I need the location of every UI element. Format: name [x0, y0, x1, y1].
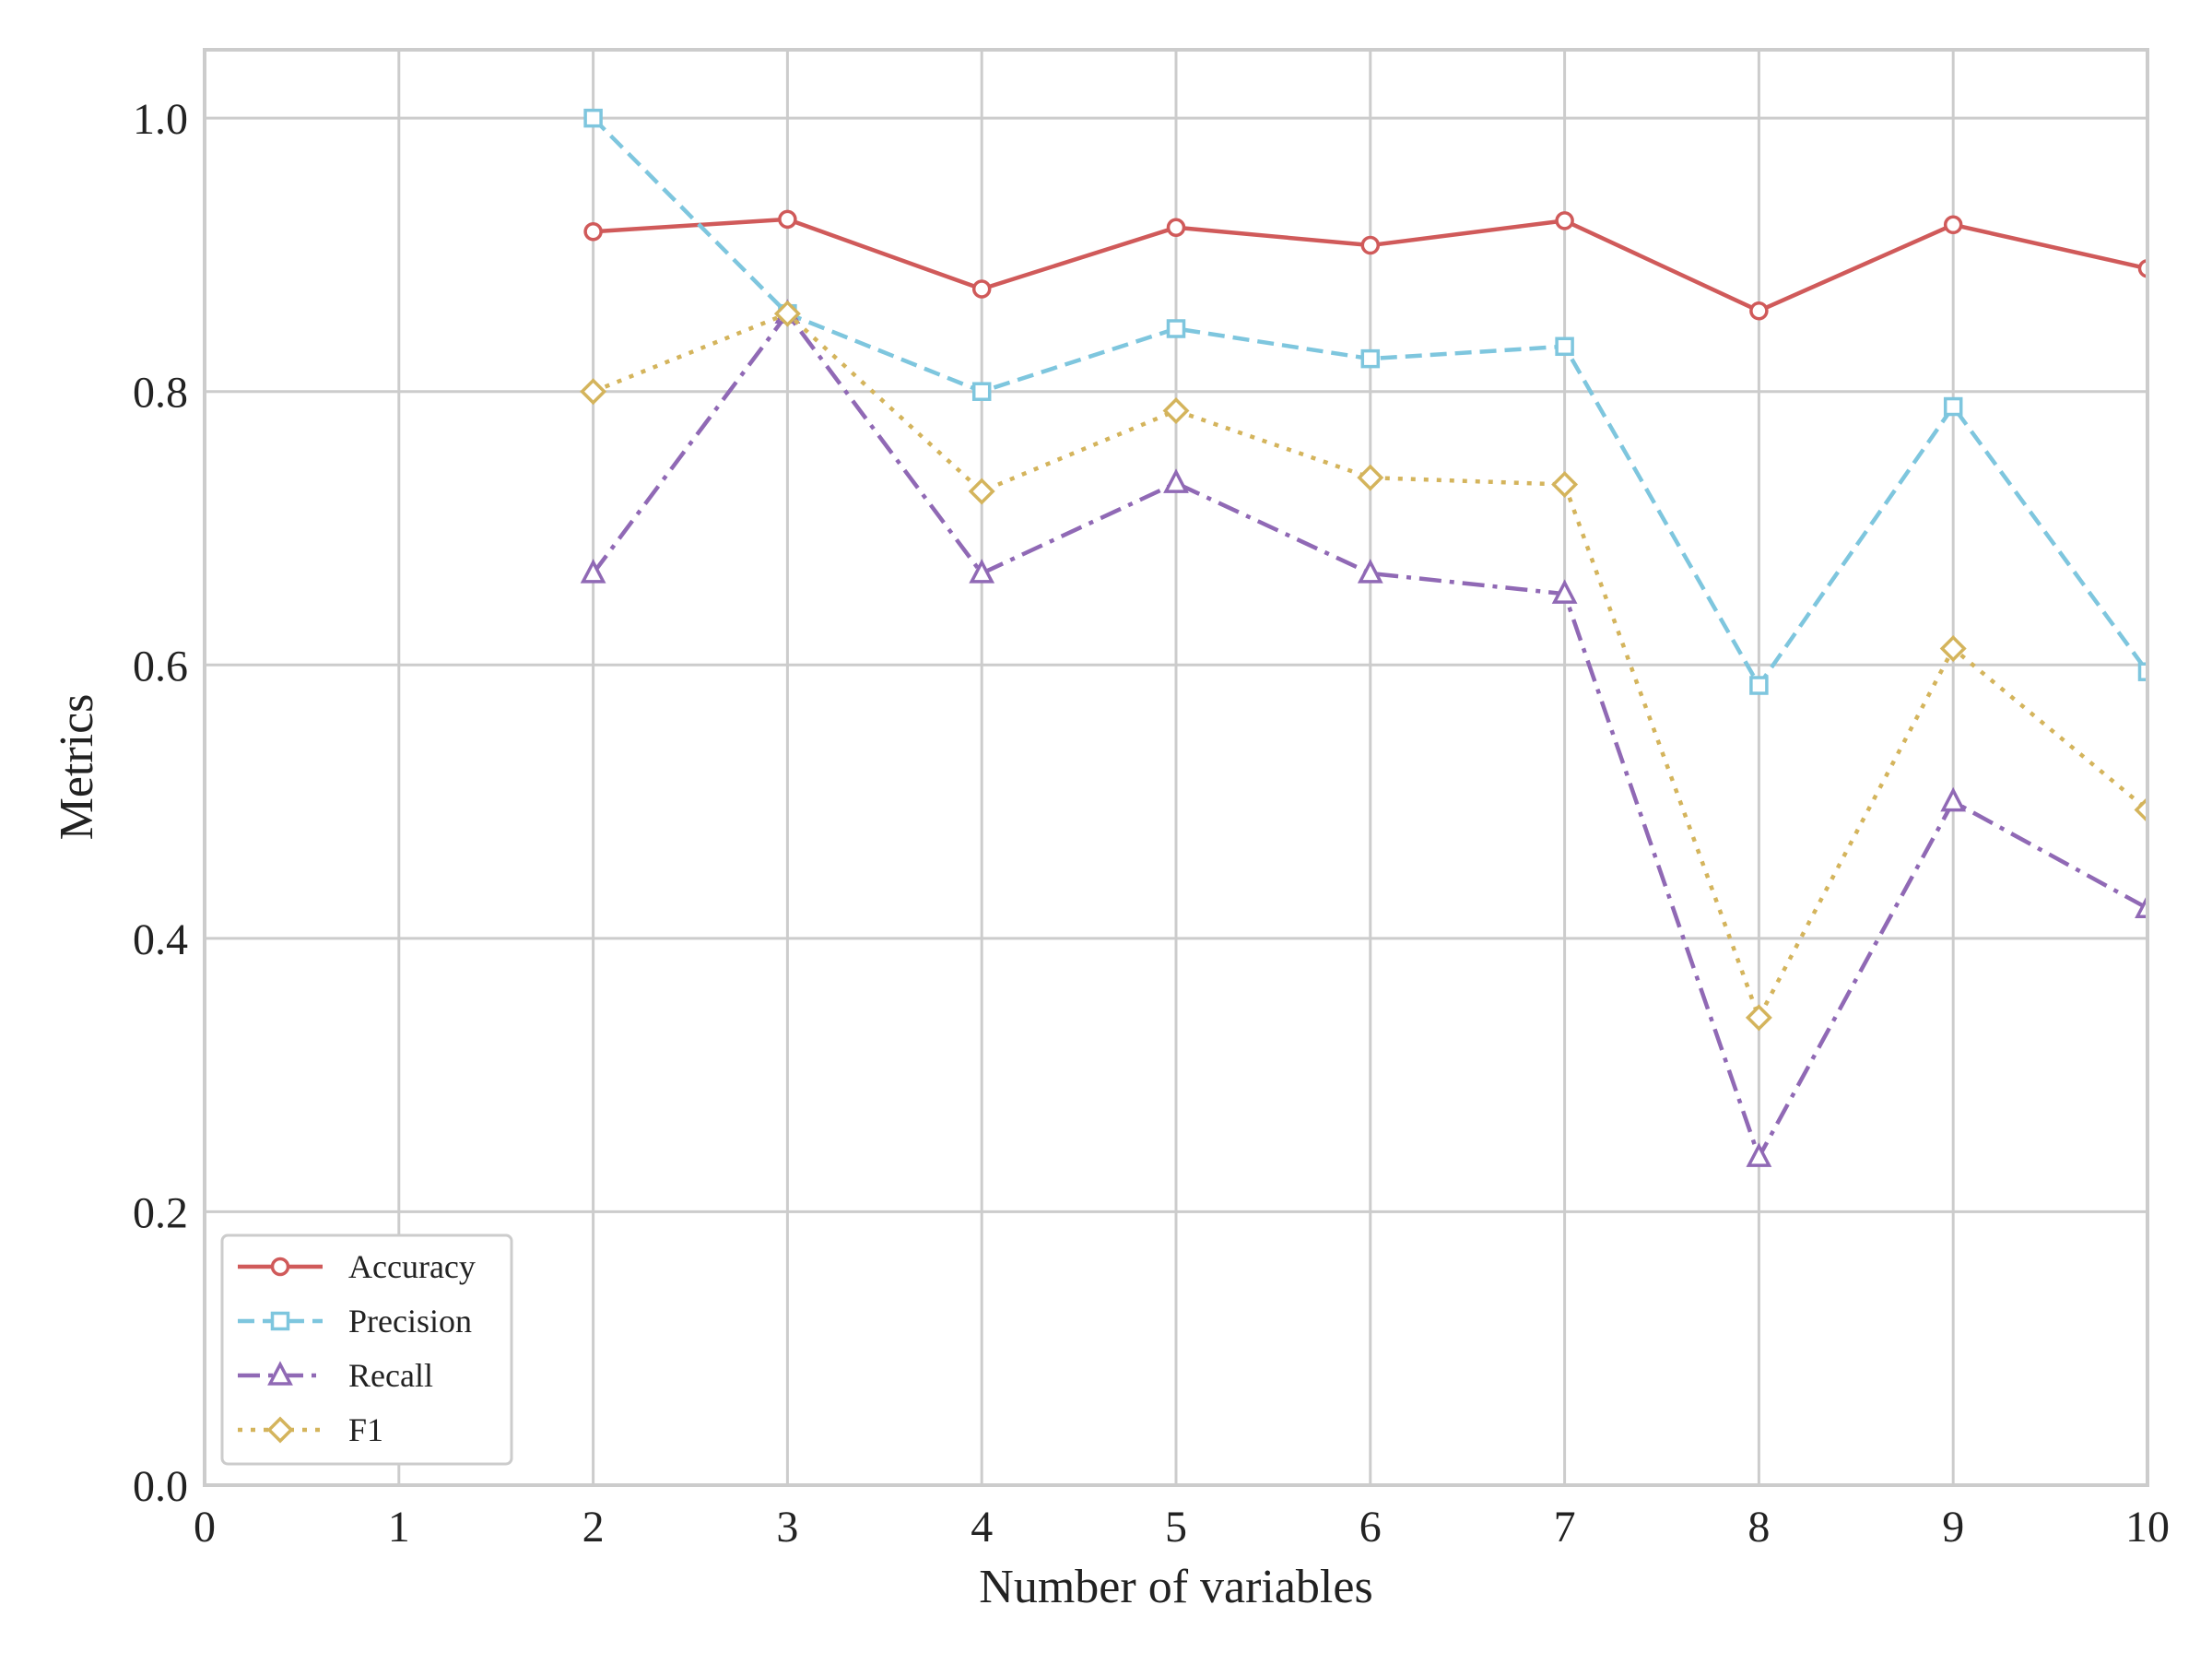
legend-marker-precision: [270, 1311, 290, 1331]
x-tick-label: 3: [776, 1503, 798, 1552]
x-tick-label: 7: [1554, 1503, 1576, 1552]
series-precision: [583, 108, 2147, 695]
legend-item-recall: Recall: [238, 1357, 433, 1394]
legend-marker-f1: [266, 1416, 294, 1444]
legend-marker-recall: [267, 1361, 293, 1386]
accuracy-point: [583, 221, 603, 242]
precision-point: [2137, 662, 2147, 681]
f1-point: [1551, 471, 1579, 499]
f1-point: [1162, 396, 1190, 424]
y-tick-label: 1.0: [133, 95, 188, 144]
recall-point: [1551, 579, 1578, 604]
f1-point: [1939, 635, 1967, 662]
y-tick-label: 0.6: [133, 642, 188, 690]
y-axis-title: Metrics: [51, 694, 103, 841]
accuracy-point: [2137, 259, 2147, 278]
f1-point: [1745, 1004, 1772, 1032]
legend-label-f1: F1: [348, 1411, 383, 1448]
f1-point: [2134, 796, 2147, 823]
recall-point: [1163, 468, 1189, 493]
recall-point: [580, 559, 606, 584]
recall-point: [969, 559, 995, 584]
x-axis-title: Number of variables: [979, 1561, 1372, 1613]
x-tick-label: 6: [1359, 1503, 1382, 1552]
axis-ticks: 0 1 2 3 4 5 6 7 8 9 10 0.0 0.2 0.4 0.6 0.8 1.0: [133, 95, 2170, 1552]
x-tick-label: 10: [2125, 1503, 2170, 1552]
f1-point: [773, 300, 801, 327]
plot-frame: [203, 48, 2149, 1487]
f1-line: [592, 311, 2147, 1021]
legend-item-precision: Precision: [238, 1303, 472, 1339]
legend-label-accuracy: Accuracy: [348, 1248, 476, 1285]
legend-item-accuracy: Accuracy: [238, 1248, 476, 1285]
recall-point: [1746, 1142, 1772, 1167]
legend-label-precision: Precision: [348, 1303, 472, 1339]
precision-point: [1749, 676, 1769, 695]
precision-point: [1555, 336, 1574, 357]
recall-point: [1357, 559, 1383, 584]
recall-point: [1940, 786, 1967, 812]
x-tick-label: 4: [971, 1503, 993, 1552]
x-tick-label: 5: [1165, 1503, 1187, 1552]
x-tick-label: 2: [582, 1503, 605, 1552]
y-tick-label: 0.2: [133, 1188, 188, 1237]
y-tick-label: 0.8: [133, 369, 188, 418]
f1-point: [580, 378, 607, 406]
legend-box: [220, 1233, 513, 1466]
accuracy-point: [971, 279, 992, 299]
precision-point: [1166, 319, 1186, 338]
y-tick-label: 0.0: [133, 1462, 188, 1511]
x-tick-label: 9: [1942, 1503, 1964, 1552]
precision-point: [971, 382, 992, 401]
plot-series: [580, 108, 2147, 1167]
precision-point: [1943, 396, 1963, 417]
precision-point: [1360, 348, 1381, 369]
f1-point: [1357, 464, 1384, 491]
recall-line: [591, 311, 2147, 1160]
x-tick-label: 0: [194, 1503, 216, 1552]
x-tick-label: 1: [388, 1503, 410, 1552]
f1-point: [968, 478, 995, 505]
legend-marker-accuracy: [270, 1257, 290, 1277]
accuracy-point: [1360, 235, 1381, 255]
series-recall: [580, 299, 2147, 1167]
accuracy-point: [778, 209, 797, 230]
accuracy-point: [1555, 211, 1574, 230]
legend-item-f1: F1: [238, 1411, 383, 1448]
y-tick-label: 0.4: [133, 915, 188, 964]
x-tick-label: 8: [1747, 1503, 1770, 1552]
legend-label-recall: Recall: [348, 1357, 433, 1394]
accuracy-point: [1749, 301, 1769, 321]
precision-point: [583, 108, 603, 128]
recall-point: [2135, 893, 2147, 918]
series-f1: [580, 300, 2147, 1032]
legend: Accuracy Precision Recall F1: [220, 1233, 513, 1466]
accuracy-point: [1943, 215, 1963, 235]
series-accuracy: [583, 209, 2147, 321]
accuracy-point: [1166, 218, 1186, 238]
